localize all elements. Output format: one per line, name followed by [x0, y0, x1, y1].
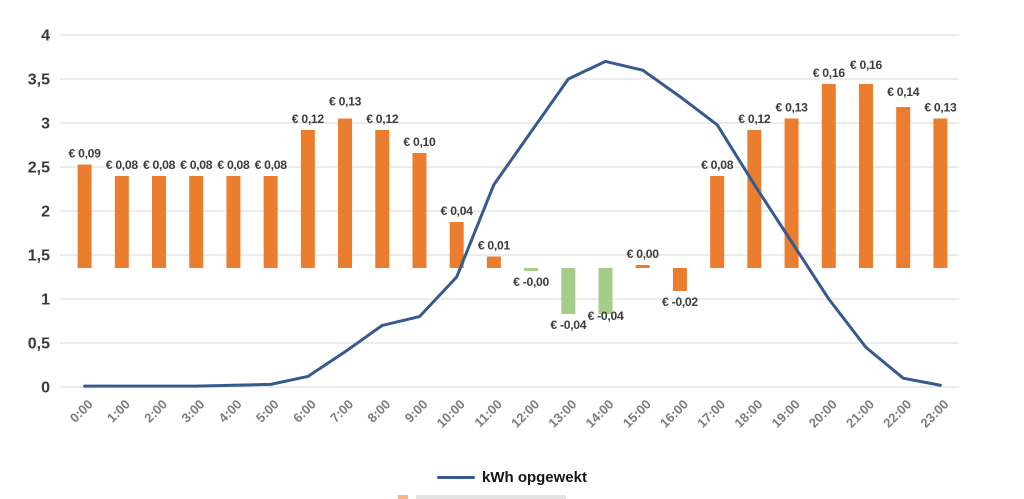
price-bar-17:00 — [710, 176, 725, 268]
chart-legend: kWh opgewekt — [0, 466, 1024, 488]
x-tick-label-12:00: 12:00 — [508, 397, 542, 431]
price-label-6:00: € 0,12 — [292, 112, 325, 126]
x-tick-label-14:00: 14:00 — [583, 397, 617, 431]
x-tick-label-17:00: 17:00 — [694, 397, 728, 431]
clipped-legend-text-fragment — [416, 495, 566, 499]
x-tick-label-23:00: 23:00 — [917, 397, 951, 431]
x-tick-label-5:00: 5:00 — [253, 397, 282, 426]
y-tick-label: 1 — [41, 292, 50, 309]
kwh-line-legend-marker — [436, 475, 475, 479]
kwh-opgewekt-line — [83, 59, 942, 388]
price-label-21:00: € 0,16 — [850, 58, 883, 72]
x-tick-label-21:00: 21:00 — [843, 397, 877, 431]
x-tick-label-2:00: 2:00 — [141, 397, 170, 426]
x-tick-label-20:00: 20:00 — [806, 397, 840, 431]
price-bar-5:00 — [263, 176, 278, 268]
price-label-12:00: € -0,00 — [513, 275, 549, 289]
price-label-5:00: € 0,08 — [255, 158, 288, 172]
x-tick-label-10:00: 10:00 — [434, 397, 468, 431]
y-tick-label: 0,5 — [28, 336, 50, 353]
price-bar-11:00 — [486, 256, 501, 268]
price-label-23:00: € 0,13 — [924, 101, 957, 115]
price-label-22:00: € 0,14 — [887, 85, 920, 99]
kwh-line-legend-label: kWh opgewekt — [481, 468, 587, 486]
price-bar-18:00 — [747, 130, 762, 268]
price-label-9:00: € 0,10 — [403, 135, 436, 149]
price-label-17:00: € 0,08 — [701, 158, 734, 172]
price-bar-14:00 — [598, 268, 613, 314]
x-tick-label-22:00: 22:00 — [880, 397, 914, 431]
price-label-15:00: € 0,00 — [627, 247, 660, 261]
x-tick-label-3:00: 3:00 — [178, 397, 207, 426]
x-tick-label-6:00: 6:00 — [290, 397, 319, 426]
price-bar-12:00 — [524, 268, 539, 271]
price-bar-10:00 — [449, 222, 464, 268]
x-tick-label-4:00: 4:00 — [216, 397, 245, 426]
price-bar-4:00 — [226, 176, 241, 268]
x-tick-label-7:00: 7:00 — [327, 397, 356, 426]
price-bar-13:00 — [561, 268, 576, 314]
price-bar-7:00 — [338, 118, 353, 268]
price-bar-6:00 — [300, 130, 315, 268]
price-bar-15:00 — [635, 265, 650, 268]
x-tick-label-8:00: 8:00 — [364, 397, 393, 426]
price-bar-22:00 — [896, 107, 911, 268]
price-label-16:00: € -0,02 — [662, 295, 698, 309]
price-label-0:00: € 0,09 — [69, 147, 102, 161]
price-label-11:00: € 0,01 — [478, 239, 511, 253]
price-label-4:00: € 0,08 — [217, 158, 250, 172]
y-tick-label: 2 — [41, 204, 50, 221]
price-label-3:00: € 0,08 — [180, 158, 213, 172]
x-tick-label-18:00: 18:00 — [731, 397, 765, 431]
price-bar-3:00 — [189, 176, 204, 268]
y-tick-label: 1,5 — [28, 248, 50, 265]
x-tick-label-11:00: 11:00 — [471, 397, 505, 431]
price-label-10:00: € 0,04 — [441, 204, 474, 218]
x-tick-label-0:00: 0:00 — [67, 397, 96, 426]
x-tick-label-1:00: 1:00 — [104, 397, 133, 426]
price-bar-19:00 — [784, 118, 799, 268]
price-label-19:00: € 0,13 — [776, 101, 809, 115]
price-label-2:00: € 0,08 — [143, 158, 176, 172]
price-label-7:00: € 0,13 — [329, 95, 362, 109]
price-bar-0:00 — [77, 164, 92, 268]
y-tick-label: 2,5 — [28, 160, 50, 177]
price-bar-21:00 — [858, 84, 873, 268]
price-bar-20:00 — [821, 84, 836, 268]
clipped-legend-swatch — [398, 495, 408, 499]
price-label-13:00: € -0,04 — [550, 318, 586, 332]
x-tick-label-9:00: 9:00 — [402, 397, 431, 426]
y-tick-label: 3 — [41, 116, 50, 133]
y-tick-label: 0 — [41, 380, 50, 397]
price-bar-16:00 — [672, 268, 687, 291]
clipped-second-legend-row — [398, 495, 658, 499]
x-tick-label-19:00: 19:00 — [769, 397, 803, 431]
price-label-14:00: € -0,04 — [588, 309, 624, 323]
y-tick-label: 4 — [41, 28, 50, 45]
price-bar-23:00 — [933, 118, 948, 268]
price-bar-2:00 — [152, 176, 167, 268]
x-tick-label-16:00: 16:00 — [657, 397, 691, 431]
x-tick-label-13:00: 13:00 — [545, 397, 579, 431]
price-label-8:00: € 0,12 — [366, 112, 399, 126]
x-tick-label-15:00: 15:00 — [620, 397, 654, 431]
price-bar-1:00 — [114, 176, 129, 268]
price-bar-8:00 — [375, 130, 390, 268]
chart-plot-area: 0 0,5 1 1,5 2 2,5 3 3,5 4 € 0,09 € 0,08 € 0,08 € 0,0… — [28, 28, 959, 431]
price-label-18:00: € 0,12 — [738, 112, 771, 126]
price-label-20:00: € 0,16 — [813, 66, 846, 80]
price-bar-9:00 — [412, 153, 427, 268]
y-tick-label: 3,5 — [28, 72, 50, 89]
price-label-1:00: € 0,08 — [106, 158, 139, 172]
